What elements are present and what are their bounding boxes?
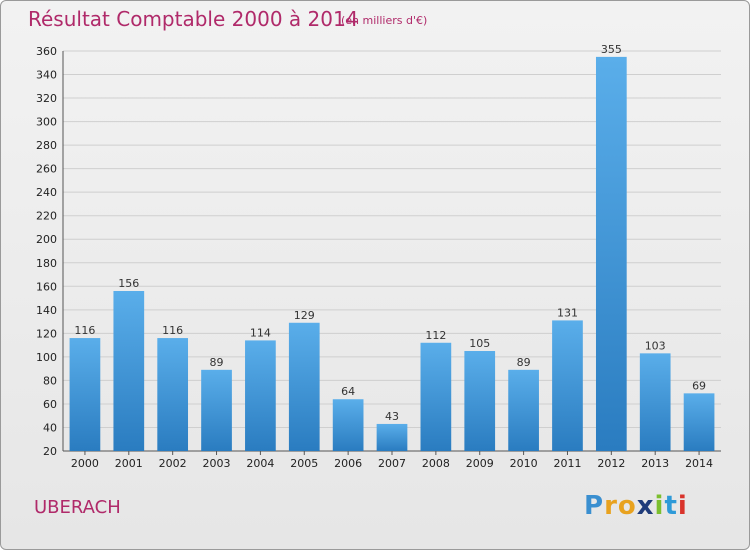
data-label: 355 (601, 43, 622, 56)
y-tick-label: 320 (36, 92, 57, 105)
y-tick-label: 220 (36, 210, 57, 223)
x-tick-label: 2007 (378, 457, 406, 470)
y-tick-label: 80 (43, 374, 57, 387)
y-tick-label: 60 (43, 398, 57, 411)
data-label: 105 (469, 337, 490, 350)
chart-title: Résultat Comptable 2000 à 2014 (28, 7, 359, 31)
x-tick-label: 2012 (597, 457, 625, 470)
data-label: 156 (118, 277, 139, 290)
bar-2012 (595, 56, 627, 451)
bar-2014 (683, 393, 715, 451)
bar-2009 (464, 351, 496, 451)
y-tick-label: 180 (36, 257, 57, 270)
y-tick-label: 360 (36, 45, 57, 58)
data-label: 69 (692, 379, 706, 392)
data-label: 103 (645, 339, 666, 352)
axes: 20 40 60 80 100 120 140 160 180 200 220 240 260 280 30… (36, 45, 721, 470)
bar-2008 (420, 342, 452, 451)
x-tick-label: 2013 (641, 457, 669, 470)
data-label: 43 (385, 410, 399, 423)
y-tick-label: 120 (36, 327, 57, 340)
bar-2007 (376, 423, 408, 451)
x-tick-label: 2005 (290, 457, 318, 470)
bar-2004 (245, 340, 276, 451)
chart-subtitle: (en milliers d'€) (341, 14, 428, 27)
bars (69, 56, 715, 451)
data-label: 89 (517, 356, 531, 369)
bar-2010 (508, 369, 539, 451)
data-labels: 116 156 116 89 114 129 64 43 112 105 89 131 355 103 69 (74, 43, 706, 423)
data-label: 116 (74, 324, 95, 337)
bar-2001 (113, 291, 145, 451)
y-tick-label: 300 (36, 116, 57, 129)
x-tick-label: 2000 (71, 457, 99, 470)
bar-2003 (201, 369, 232, 451)
y-tick-label: 340 (36, 69, 57, 82)
bar-2006 (332, 399, 364, 451)
y-tick-label: 260 (36, 163, 57, 176)
y-tick-label: 160 (36, 280, 57, 293)
data-label: 89 (210, 356, 224, 369)
bar-2013 (639, 353, 671, 451)
data-label: 112 (425, 329, 446, 342)
x-tick-label: 2014 (685, 457, 713, 470)
y-tick-label: 240 (36, 186, 57, 199)
y-tick-label: 200 (36, 233, 57, 246)
bar-2005 (288, 322, 320, 451)
y-tick-label: 100 (36, 351, 57, 364)
x-tick-label: 2008 (422, 457, 450, 470)
x-tick-label: 2004 (246, 457, 274, 470)
x-tick-label: 2002 (159, 457, 187, 470)
bar-2002 (157, 338, 189, 451)
data-label: 129 (294, 309, 315, 322)
x-tick-label: 2003 (203, 457, 231, 470)
y-tick-label: 40 (43, 421, 57, 434)
y-tick-label: 140 (36, 304, 57, 317)
data-label: 114 (250, 326, 271, 339)
commune-name: UBERACH (34, 497, 121, 518)
data-label: 131 (557, 306, 578, 319)
x-tick-label: 2011 (553, 457, 581, 470)
x-tick-label: 2001 (115, 457, 143, 470)
proxiti-logo[interactable]: Proxiti (584, 491, 688, 521)
x-tick-label: 2006 (334, 457, 362, 470)
y-tick-label: 20 (43, 445, 57, 458)
data-label: 64 (341, 385, 355, 398)
y-tick-label: 280 (36, 139, 57, 152)
x-tick-label: 2009 (466, 457, 494, 470)
data-label: 116 (162, 324, 183, 337)
bar-2011 (552, 320, 583, 451)
x-tick-label: 2010 (510, 457, 538, 470)
bar-2000 (69, 338, 101, 451)
